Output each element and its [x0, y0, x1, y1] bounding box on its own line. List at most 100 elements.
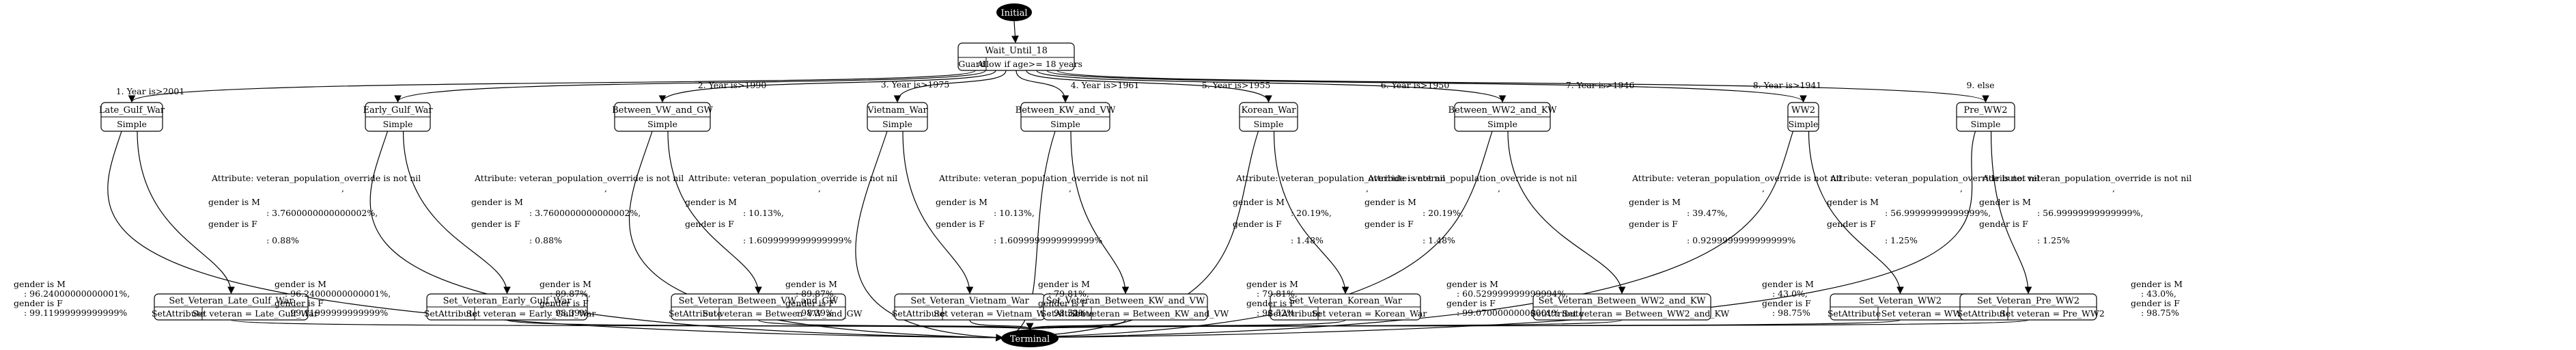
edge-wait-vietnam_war	[893, 70, 1007, 103]
state-kind: Simple	[1254, 119, 1284, 129]
state-title: WW2	[1791, 105, 1815, 116]
wait-until-18-node[interactable]: Wait_Until_18 Guard Allow if age>= 18 ye…	[957, 42, 1082, 71]
set-kind: SetAttribute	[1530, 308, 1584, 319]
terminal-probability: gender is F	[1038, 298, 1087, 308]
transition-probability: gender is F	[936, 219, 985, 229]
set-value: Set veteran = Korean_War	[1312, 308, 1427, 319]
transition-probability: : 3.7600000000000002%,	[529, 208, 641, 218]
edge-to-terminal	[1001, 131, 1259, 342]
transition-probability: : 1.48%	[1291, 235, 1324, 245]
transition-probability: gender is M	[471, 197, 523, 207]
set-kind: SetAttribute	[424, 308, 477, 319]
edge-wait-pre_ww2	[1056, 70, 1989, 103]
transition-probability: gender is F	[1629, 219, 1678, 229]
set-title: Set_Veteran_Pre_WW2	[1977, 296, 2080, 306]
state-node-between_ww2_and_kw[interactable]: Between_WW2_and_KW Simple	[1448, 102, 1558, 132]
state-kind: Simple	[1487, 119, 1517, 129]
branch-korean-war: 6. Year is>1950 Korean_War Simple Attribute…	[1239, 80, 1577, 321]
edge-to-set	[137, 131, 235, 295]
terminal-probability: : 89.87%,	[796, 288, 837, 299]
edge-to-set	[1070, 131, 1130, 295]
attribute-condition: Attribute: veteran_population_override i…	[1367, 173, 1577, 183]
branch-between-vw-and-gw: 3. Year is>1975 Between_VW_and_GW Simple At…	[540, 79, 949, 321]
edge-wait-korean_war	[1026, 70, 1272, 103]
set-node-between_kw_and_vw[interactable]: Set_Veteran_Between_KW_and_VW SetAttribut…	[1041, 293, 1229, 321]
edge-label-vietnam_war: 4. Year is>1961	[1071, 80, 1140, 90]
state-node-early_gulf_war[interactable]: Early_Gulf_War Simple	[363, 102, 434, 132]
edge-set-terminal	[1027, 319, 2029, 331]
state-node-between_kw_and_vw[interactable]: Between_KW_and_VW Simple	[1016, 102, 1116, 132]
set-node-between_vw_and_gw[interactable]: Set_Veteran_Between_VW_and_GW SetAttribut…	[669, 293, 863, 321]
attribute-comma: ,	[604, 183, 607, 193]
transition-probability: gender is M	[1629, 197, 1681, 207]
terminal-probability: gender is M	[2131, 279, 2183, 289]
terminal-probability: : 79.81%,	[1048, 288, 1089, 299]
terminal-probability: gender is M	[1038, 279, 1090, 289]
transition-probability: : 10.13%,	[994, 208, 1035, 218]
attribute-condition: Attribute: veteran_population_override i…	[1982, 173, 2192, 183]
transition-probability: gender is F	[1233, 219, 1282, 229]
edge-to-terminal	[1001, 131, 1794, 342]
transition-probability: : 20.19%,	[1291, 208, 1332, 218]
attribute-comma: ,	[341, 183, 344, 193]
terminal-probability: : 89.87%,	[550, 288, 591, 299]
edge-label-pre_ww2: 9. else	[1966, 80, 1994, 90]
set-node-between_ww2_and_kw[interactable]: Set_Veteran_Between_WW2_and_KW SetAttribu…	[1530, 293, 1730, 321]
state-kind: Simple	[117, 119, 147, 129]
terminal-probability: : 60.529999999999994%,	[1457, 288, 1568, 299]
state-node-ww2[interactable]: WW2 Simple	[1787, 102, 1819, 132]
wait-guard-value: Allow if age>= 18 years	[977, 59, 1082, 69]
attribute-comma: ,	[1069, 183, 1072, 193]
terminal-probability: gender is M	[1762, 279, 1814, 289]
terminal-probability: : 43.0%,	[2141, 288, 2176, 299]
edge-to-set	[1507, 131, 1626, 295]
set-title: Set_Veteran_Between_VW_and_GW	[679, 296, 839, 306]
state-node-between_vw_and_gw[interactable]: Between_VW_and_GW Simple	[612, 102, 714, 132]
set-title: Set_Veteran_Between_KW_and_VW	[1046, 296, 1205, 306]
branch-between-ww2-and-kw: 7. Year is>1946 Between_WW2_and_KW Simple A…	[1446, 80, 1841, 321]
terminal-probability: : 99.07000000000001%	[1457, 308, 1560, 318]
transition-probability: gender is M	[936, 197, 988, 207]
initial-node[interactable]: Initial	[996, 3, 1032, 21]
terminal-probability: gender is M	[1246, 279, 1298, 289]
set-kind: SetAttribute	[892, 308, 945, 319]
set-title: Set_Veteran_WW2	[1859, 296, 1942, 306]
terminal-probability: : 98.39%	[796, 308, 834, 318]
branch-late-gulf-war: 1. Year is>2001 Late_Gulf_War Simple Attrib…	[14, 86, 421, 321]
transition-probability: : 39.47%,	[1687, 208, 1728, 218]
terminal-node[interactable]: Terminal	[1001, 329, 1059, 347]
set-node-ww2[interactable]: Set_Veteran_WW2 SetAttribute Set veteran =…	[1828, 293, 1971, 321]
edge-to-set	[902, 131, 974, 295]
transition-probability: gender is F	[471, 219, 520, 229]
transition-probability: gender is F	[1979, 219, 2028, 229]
state-node-late_gulf_war[interactable]: Late_Gulf_War Simple	[99, 102, 165, 132]
transition-probability: : 56.99999999999999%,	[2037, 208, 2143, 218]
branch-between-kw-and-vw: 5. Year is>1955 Between_KW_and_VW Simple At…	[1016, 80, 1445, 321]
state-node-vietnam_war[interactable]: Vietnam_War Simple	[867, 102, 928, 132]
terminal-probability: : 98.75%	[2141, 308, 2179, 318]
terminal-probability: gender is F	[14, 298, 63, 308]
set-node-late_gulf_war[interactable]: Set_Veteran_Late_Gulf_War SetAttributeSet…	[152, 293, 318, 321]
branch-pre-ww2: 9. else Pre_WW2 Simple Attribute: veteran_p…	[1956, 80, 2192, 321]
terminal-probability: : 98.52%	[1257, 308, 1295, 318]
transition-probability: : 10.13%,	[743, 208, 784, 218]
attribute-condition: Attribute: veteran_population_override i…	[1235, 173, 1445, 183]
set-value: Set veteran = Vietnam_War	[934, 308, 1054, 319]
attribute-condition: Attribute: veteran_population_override i…	[211, 173, 421, 183]
state-kind: Simple	[1971, 119, 2001, 129]
set-value: Set veteran = Between_VW_and_GW	[703, 308, 863, 319]
set-title: Set_Veteran_Korean_War	[1289, 296, 1403, 306]
branch-early-gulf-war: 2. Year is>1990 Early_Gulf_War Simple Attri…	[275, 80, 766, 321]
terminal-label: Terminal	[1010, 334, 1050, 345]
state-title: Between_VW_and_GW	[612, 105, 713, 116]
edge-to-set	[667, 131, 762, 295]
state-node-korean_war[interactable]: Korean_War Simple	[1239, 102, 1298, 132]
terminal-probability: gender is F	[1246, 298, 1296, 308]
set-value: Set veteran = Between_WW2_and_KW	[1563, 308, 1730, 319]
branches-layer: 1. Year is>2001 Late_Gulf_War Simple Attrib…	[14, 79, 2192, 321]
state-node-pre_ww2[interactable]: Pre_WW2 Simple	[1956, 102, 2015, 132]
set-node-early_gulf_war[interactable]: Set_Veteran_Early_Gulf_War SetAttributeSe…	[424, 293, 596, 321]
